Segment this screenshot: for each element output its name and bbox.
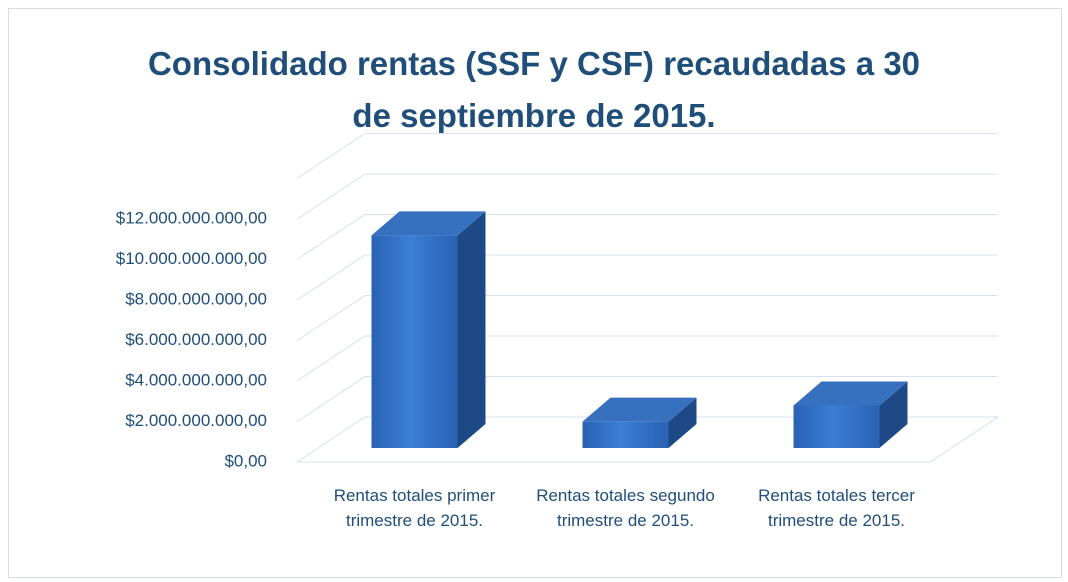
y-tick-label: $8.000.000.000,00 bbox=[125, 289, 267, 308]
bar-top bbox=[582, 397, 697, 422]
bar-top bbox=[793, 381, 908, 406]
frame-line bbox=[929, 416, 999, 463]
y-tick-label: $12.000.000.000,00 bbox=[116, 208, 267, 227]
grid-line bbox=[296, 173, 366, 220]
bar bbox=[371, 235, 458, 448]
bar-top bbox=[371, 211, 486, 236]
y-tick-label: $6.000.000.000,00 bbox=[125, 330, 267, 349]
grid-line bbox=[296, 254, 366, 301]
grid-line bbox=[296, 416, 366, 463]
y-tick-label: $10.000.000.000,00 bbox=[116, 249, 267, 268]
y-tick-label: $4.000.000.000,00 bbox=[125, 370, 267, 389]
bar-side bbox=[879, 381, 908, 448]
y-tick-label: $0,00 bbox=[224, 451, 267, 470]
frame-line bbox=[296, 133, 366, 179]
chart-frame bbox=[8, 8, 1062, 578]
y-tick-label: $2.000.000.000,00 bbox=[125, 411, 267, 430]
bar-side bbox=[668, 397, 697, 448]
grid-line bbox=[296, 335, 366, 382]
bar bbox=[582, 421, 669, 448]
x-tick-label: Rentas totales segundo trimestre de 2015… bbox=[536, 486, 715, 530]
chart-title: Consolidado rentas (SSF y CSF) recaudada… bbox=[147, 45, 921, 134]
bar-side bbox=[457, 211, 486, 448]
grid-line bbox=[296, 376, 366, 422]
x-tick-label: Rentas totales primer trimestre de 2015. bbox=[333, 486, 496, 530]
grid-line bbox=[296, 214, 366, 260]
grid-line bbox=[296, 295, 366, 341]
x-tick-label: Rentas totales tercer trimestre de 2015. bbox=[758, 486, 915, 530]
bar bbox=[793, 405, 880, 448]
